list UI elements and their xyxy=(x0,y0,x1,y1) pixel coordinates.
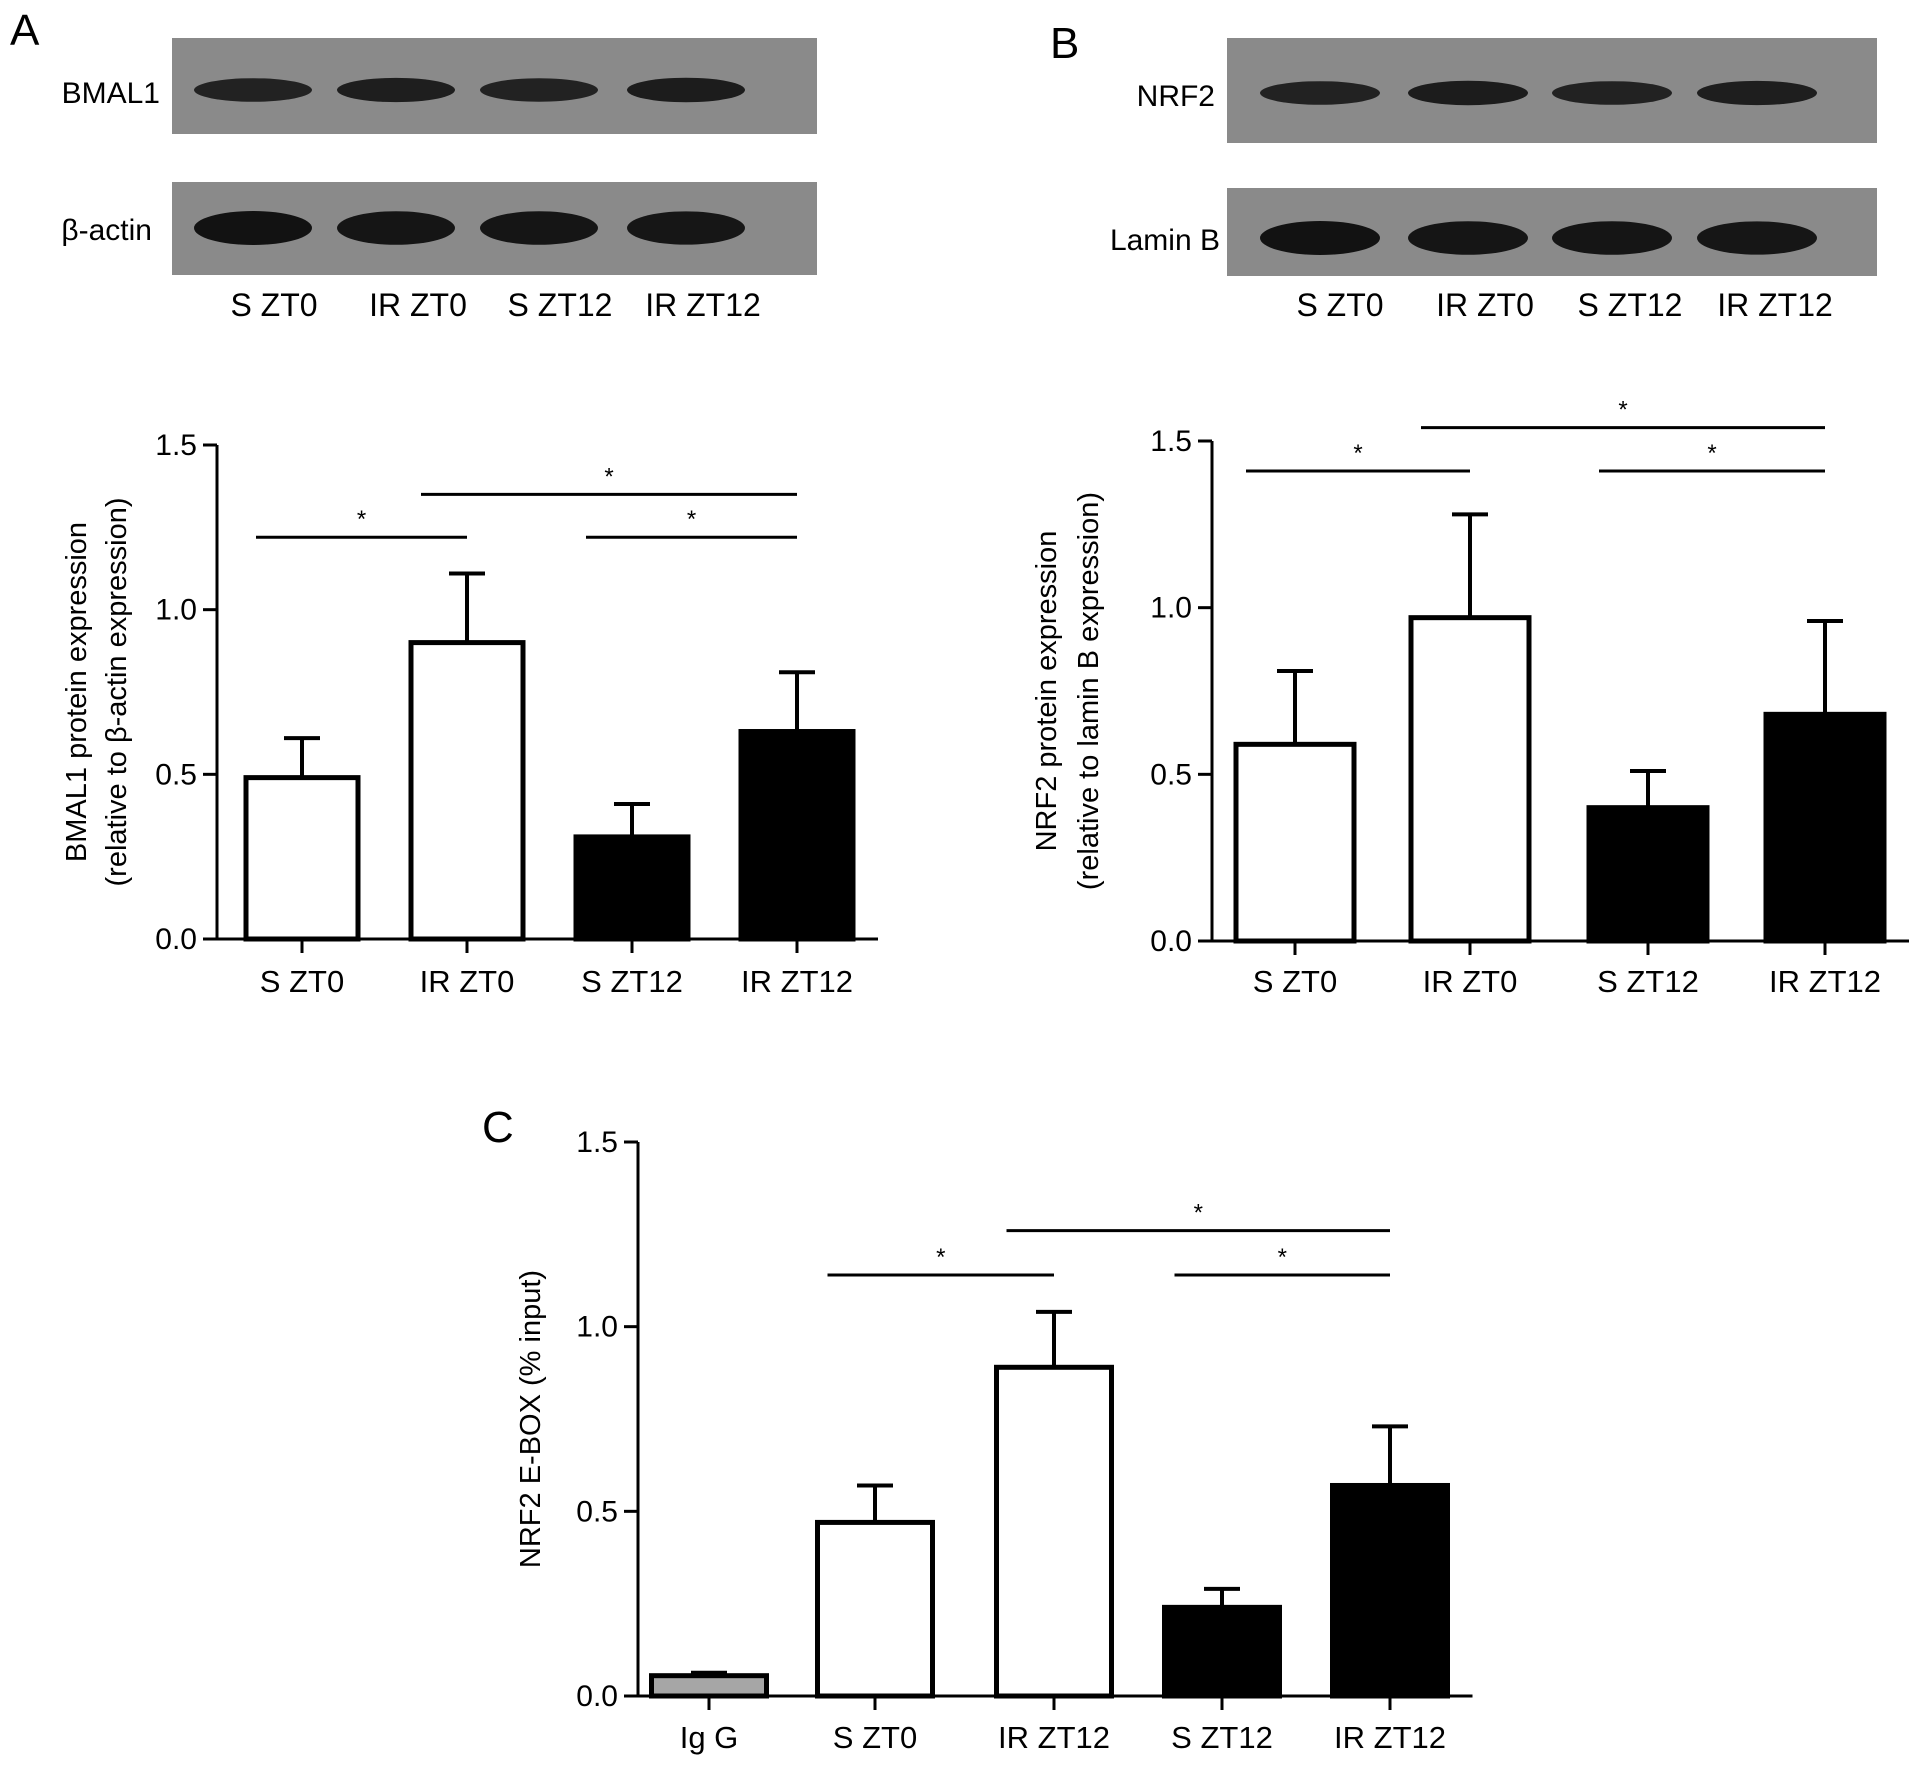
significance-star: * xyxy=(936,1244,945,1271)
blot-a-lane-label: IR ZT12 xyxy=(645,287,761,323)
bar xyxy=(1162,1604,1282,1699)
x-tick-label: IR ZT12 xyxy=(998,1720,1110,1755)
blot-b-row-1-label: NRF2 xyxy=(1137,80,1215,113)
western-blot-a: BMAL1 β-actin S ZT0 IR ZT0 S ZT12 IR ZT1… xyxy=(61,38,817,323)
blot-b-lane-label: S ZT12 xyxy=(1578,287,1683,323)
bar-chart-b: 0.0 0.5 1.0 1.5 NRF2 protein expression (rela… xyxy=(1031,397,1909,999)
x-tick-label: S ZT0 xyxy=(1253,964,1337,999)
blot-band xyxy=(1697,221,1817,255)
x-tick-label: S ZT0 xyxy=(833,1720,917,1755)
blot-band xyxy=(337,77,455,103)
y-axis-title: NRF2 protein expression xyxy=(1031,531,1063,852)
bar xyxy=(243,775,361,942)
x-tick-label: IR ZT12 xyxy=(741,964,853,999)
blot-band xyxy=(337,211,455,245)
significance-star: * xyxy=(1618,397,1627,424)
x-tick-label: IR ZT0 xyxy=(1423,964,1518,999)
blot-a-row-2-label: β-actin xyxy=(61,214,152,247)
bar xyxy=(408,640,526,942)
bar xyxy=(738,729,856,942)
blot-band xyxy=(1552,81,1672,105)
bar xyxy=(1408,615,1532,944)
x-tick-label: Ig G xyxy=(680,1720,739,1755)
significance-star: * xyxy=(1194,1200,1203,1227)
bar-chart-c: 0.0 0.5 1.0 1.5 NRF2 E-BOX (% input) Ig G S ZT… xyxy=(515,1126,1473,1755)
bar xyxy=(994,1364,1114,1699)
blot-b-lane-label: IR ZT12 xyxy=(1717,287,1833,323)
blot-a-lane-label: S ZT0 xyxy=(230,287,317,323)
significance-star: * xyxy=(1353,440,1362,467)
blot-band xyxy=(1408,80,1528,106)
blot-band xyxy=(1260,221,1380,255)
y-tick-label: 0.5 xyxy=(576,1495,618,1528)
x-tick-label: IR ZT0 xyxy=(420,964,515,999)
blot-band xyxy=(194,211,312,245)
blot-band xyxy=(1697,80,1817,106)
x-tick-label: S ZT12 xyxy=(581,964,683,999)
y-tick-label: 1.0 xyxy=(1150,592,1192,625)
y-tick-label: 0.0 xyxy=(576,1680,618,1713)
y-tick-label: 1.5 xyxy=(155,429,197,462)
y-tick-label: 0.5 xyxy=(1150,758,1192,791)
y-tick-label: 0.0 xyxy=(1150,925,1192,958)
blot-band xyxy=(627,77,745,103)
bar xyxy=(649,1673,769,1699)
blot-band xyxy=(194,78,312,102)
y-tick-label: 0.0 xyxy=(155,923,197,956)
y-tick-label: 1.5 xyxy=(1150,425,1192,458)
x-tick-label: S ZT12 xyxy=(1171,1720,1273,1755)
blot-band xyxy=(1260,81,1380,105)
x-tick-label: IR ZT12 xyxy=(1334,1720,1446,1755)
blot-a-lane-label: S ZT12 xyxy=(508,287,613,323)
significance-star: * xyxy=(357,506,366,533)
significance-star: * xyxy=(604,463,613,490)
y-axis-title: BMAL1 protein expression xyxy=(61,522,93,862)
significance-star: * xyxy=(1707,440,1716,467)
significance-star: * xyxy=(687,506,696,533)
x-tick-label: IR ZT12 xyxy=(1769,964,1881,999)
y-axis-title: (relative to lamin B expression) xyxy=(1073,492,1105,890)
blot-a-lane-label: IR ZT0 xyxy=(369,287,467,323)
bar xyxy=(1330,1482,1450,1699)
panel-letter-c: C xyxy=(482,1103,514,1152)
bar xyxy=(815,1519,935,1699)
x-tick-label: S ZT0 xyxy=(260,964,344,999)
bar xyxy=(1586,805,1710,944)
y-tick-label: 1.0 xyxy=(155,594,197,627)
bar xyxy=(1233,741,1357,944)
bar xyxy=(573,834,691,942)
blot-band xyxy=(1408,221,1528,255)
y-tick-label: 1.0 xyxy=(576,1311,618,1344)
western-blot-b: NRF2 Lamin B S ZT0 IR ZT0 S ZT12 IR ZT12 xyxy=(1110,38,1877,323)
significance-star: * xyxy=(1278,1244,1287,1271)
blot-a-row-1-label: BMAL1 xyxy=(62,77,160,110)
y-axis-title: (relative to β-actin expression) xyxy=(101,498,133,887)
y-tick-label: 1.5 xyxy=(576,1126,618,1159)
y-tick-label: 0.5 xyxy=(155,758,197,791)
blot-band xyxy=(627,211,745,245)
bar xyxy=(1763,711,1887,944)
blot-band xyxy=(480,78,598,102)
blot-b-lane-label: S ZT0 xyxy=(1296,287,1383,323)
x-tick-label: S ZT12 xyxy=(1597,964,1699,999)
bar-chart-a: 0.0 0.5 1.0 1.5 BMAL1 protein expression (rel… xyxy=(61,429,878,999)
blot-band xyxy=(1552,221,1672,255)
blot-b-lane-label: IR ZT0 xyxy=(1436,287,1534,323)
y-axis-title: NRF2 E-BOX (% input) xyxy=(515,1270,547,1568)
panel-letter-a: A xyxy=(10,6,40,55)
blot-b-row-2-label: Lamin B xyxy=(1110,224,1220,257)
blot-band xyxy=(480,211,598,245)
panel-letter-b: B xyxy=(1050,19,1079,68)
